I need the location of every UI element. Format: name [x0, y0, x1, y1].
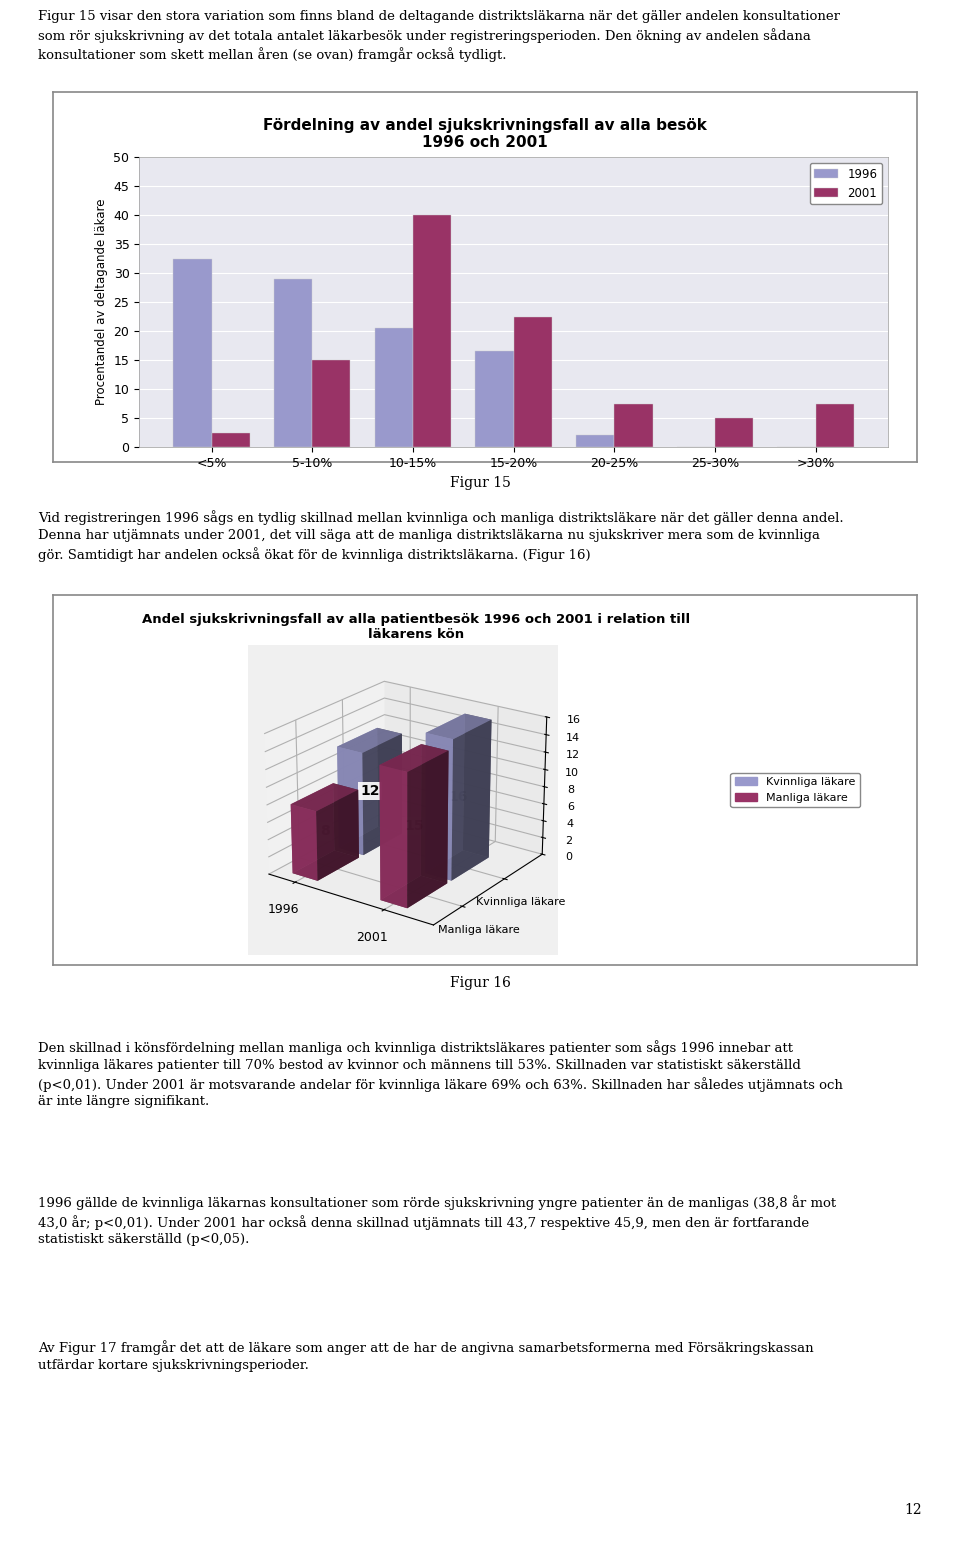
Bar	[274, 278, 312, 447]
Bar	[576, 435, 614, 447]
Bar	[816, 404, 854, 447]
Text: Fördelning av andel sjukskrivningsfall av alla besök
1996 och 2001: Fördelning av andel sjukskrivningsfall a…	[263, 118, 707, 150]
Bar	[614, 404, 653, 447]
Bar	[475, 351, 514, 447]
Text: Figur 15 visar den stora variation som finns bland de deltagande distriktsläkarn: Figur 15 visar den stora variation som f…	[38, 9, 840, 62]
Text: Figur 15: Figur 15	[449, 475, 511, 489]
Text: Andel sjukskrivningsfall av alla patientbesök 1996 och 2001 i relation till
läka: Andel sjukskrivningsfall av alla patient…	[142, 614, 689, 642]
Bar	[374, 328, 413, 447]
Text: Vid registreringen 1996 sågs en tydlig skillnad mellan kvinnliga och manliga dis: Vid registreringen 1996 sågs en tydlig s…	[38, 511, 844, 562]
Bar	[514, 317, 552, 447]
Y-axis label: Procentandel av deltagande läkare: Procentandel av deltagande läkare	[95, 198, 108, 405]
Bar	[173, 258, 211, 447]
Legend: 1996, 2001: 1996, 2001	[809, 162, 882, 204]
Legend: Kvinnliga läkare, Manliga läkare: Kvinnliga läkare, Manliga läkare	[731, 774, 860, 808]
Bar	[312, 360, 350, 447]
Text: Figur 16: Figur 16	[449, 976, 511, 990]
Bar	[413, 215, 451, 447]
Text: Av Figur 17 framgår det att de läkare som anger att de har de angivna samarbetsf: Av Figur 17 framgår det att de läkare so…	[38, 1340, 814, 1372]
Text: 12: 12	[904, 1504, 922, 1518]
Bar	[211, 433, 250, 447]
Bar	[715, 418, 754, 447]
Text: Den skillnad i könsfördelning mellan manliga och kvinnliga distriktsläkares pati: Den skillnad i könsfördelning mellan man…	[38, 1040, 843, 1109]
Text: 1996 gällde de kvinnliga läkarnas konsultationer som rörde sjukskrivning yngre p: 1996 gällde de kvinnliga läkarnas konsul…	[38, 1194, 836, 1247]
